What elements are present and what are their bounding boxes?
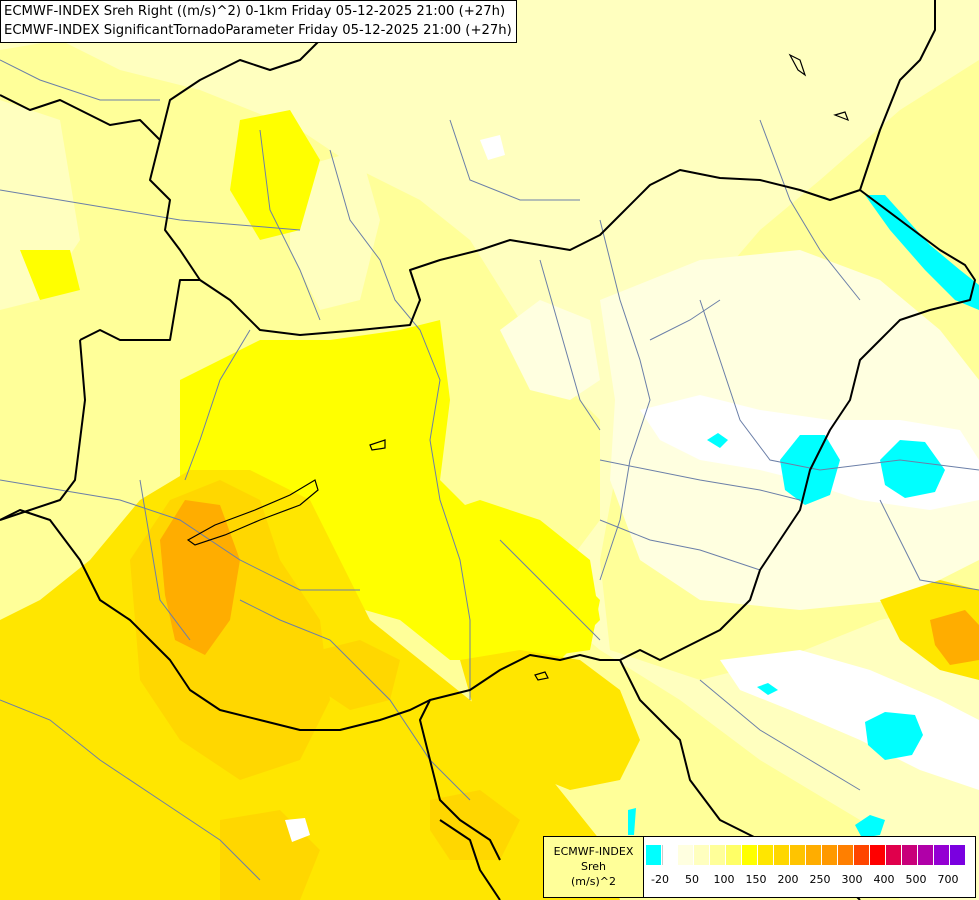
- color-legend: ECMWF-INDEX Sreh (m/s)^2 -20 50 100 150 200 2…: [543, 836, 976, 898]
- legend-tick-label: 50: [685, 873, 699, 886]
- legend-swatch: [710, 845, 726, 865]
- legend-swatch: [662, 845, 678, 865]
- legend-swatch: [806, 845, 822, 865]
- legend-tick-label: 150: [745, 873, 767, 886]
- legend-swatch: [950, 845, 966, 865]
- legend-swatch: [758, 845, 774, 865]
- legend-tick-label: 250: [809, 873, 831, 886]
- legend-tick-label: 700: [937, 873, 959, 886]
- legend-name: ECMWF-INDEX Sreh (m/s)^2: [544, 837, 644, 897]
- title-line-2: ECMWF-INDEX SignificantTornadoParameter …: [4, 23, 512, 38]
- legend-swatch: [886, 845, 902, 865]
- legend-tick-label: 500: [905, 873, 927, 886]
- legend-swatch: [838, 845, 854, 865]
- legend-tick-label: 300: [841, 873, 863, 886]
- legend-swatch: [694, 845, 710, 865]
- legend-tick-label: 200: [777, 873, 799, 886]
- legend-swatches: [646, 845, 966, 865]
- legend-swatch: [854, 845, 870, 865]
- legend-swatch: [918, 845, 934, 865]
- legend-swatch: [934, 845, 950, 865]
- legend-swatch: [902, 845, 918, 865]
- legend-swatch: [742, 845, 758, 865]
- legend-ticks: -20 50 100 150 200 250 300 400 500 700: [646, 873, 971, 889]
- legend-swatch: [790, 845, 806, 865]
- legend-swatch: [870, 845, 886, 865]
- legend-tick-label: 100: [713, 873, 735, 886]
- legend-swatch: [646, 845, 662, 865]
- title-line-1: ECMWF-INDEX Sreh Right ((m/s)^2) 0-1km F…: [4, 4, 506, 19]
- map-title-box: ECMWF-INDEX Sreh Right ((m/s)^2) 0-1km F…: [0, 0, 517, 43]
- legend-swatch: [822, 845, 838, 865]
- legend-swatch: [678, 845, 694, 865]
- legend-variable: Sreh: [580, 860, 606, 873]
- lake-balaton: [186, 53, 850, 681]
- legend-unit: (m/s)^2: [571, 875, 616, 888]
- legend-source: ECMWF-INDEX: [553, 845, 634, 858]
- rivers: [0, 59, 979, 881]
- legend-swatch: [774, 845, 790, 865]
- legend-tick-label: 400: [873, 873, 895, 886]
- legend-tick-label: -20: [651, 873, 669, 886]
- legend-swatch: [726, 845, 742, 865]
